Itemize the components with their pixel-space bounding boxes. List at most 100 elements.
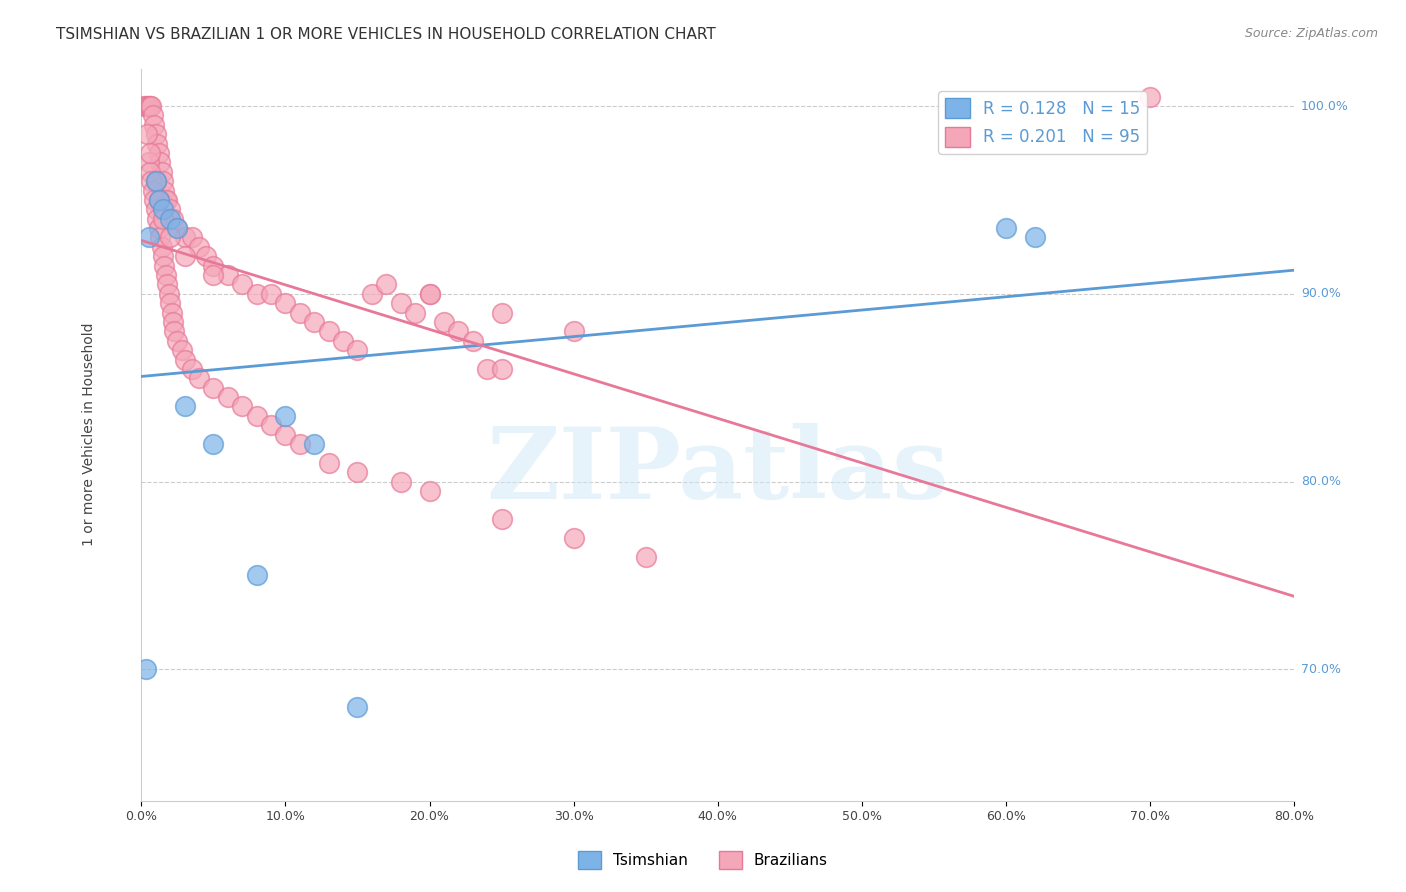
Point bbox=[246, 568, 269, 582]
Point bbox=[160, 305, 183, 319]
Point bbox=[231, 277, 253, 292]
Point bbox=[562, 531, 585, 545]
Point bbox=[634, 549, 657, 564]
Point bbox=[274, 409, 297, 423]
Point bbox=[159, 211, 181, 226]
Point bbox=[153, 184, 176, 198]
Point bbox=[148, 193, 170, 207]
Point bbox=[288, 305, 311, 319]
Point bbox=[138, 230, 160, 244]
Point bbox=[138, 99, 160, 113]
Point bbox=[148, 221, 170, 235]
Point bbox=[143, 193, 166, 207]
Text: 90.0%: 90.0% bbox=[1301, 287, 1341, 301]
Point bbox=[150, 165, 173, 179]
Point bbox=[146, 136, 169, 151]
Point bbox=[274, 296, 297, 310]
Point bbox=[139, 99, 162, 113]
Point bbox=[418, 286, 440, 301]
Point bbox=[162, 211, 184, 226]
Point bbox=[433, 315, 456, 329]
Point bbox=[173, 352, 195, 367]
Point bbox=[1139, 89, 1161, 103]
Point bbox=[332, 334, 354, 348]
Point bbox=[173, 249, 195, 263]
Legend: R = 0.128   N = 15, R = 0.201   N = 95: R = 0.128 N = 15, R = 0.201 N = 95 bbox=[938, 92, 1147, 153]
Point bbox=[217, 268, 239, 282]
Point bbox=[447, 324, 470, 338]
Point bbox=[134, 99, 156, 113]
Point bbox=[491, 512, 513, 526]
Point bbox=[346, 343, 368, 358]
Point bbox=[302, 437, 325, 451]
Point bbox=[148, 193, 170, 207]
Point bbox=[318, 456, 340, 470]
Point bbox=[202, 437, 225, 451]
Point bbox=[159, 296, 181, 310]
Point bbox=[143, 118, 166, 132]
Point bbox=[188, 371, 211, 385]
Point bbox=[375, 277, 398, 292]
Point bbox=[404, 305, 426, 319]
Text: 80.0%: 80.0% bbox=[1301, 475, 1341, 488]
Text: Source: ZipAtlas.com: Source: ZipAtlas.com bbox=[1244, 27, 1378, 40]
Point bbox=[141, 99, 163, 113]
Point bbox=[166, 221, 188, 235]
Point bbox=[475, 362, 498, 376]
Point bbox=[202, 381, 225, 395]
Point bbox=[202, 268, 225, 282]
Point bbox=[157, 286, 180, 301]
Point bbox=[318, 324, 340, 338]
Point bbox=[562, 324, 585, 338]
Point bbox=[162, 315, 184, 329]
Point bbox=[491, 362, 513, 376]
Point bbox=[418, 286, 440, 301]
Point bbox=[135, 662, 157, 676]
Point bbox=[142, 184, 165, 198]
Text: 70.0%: 70.0% bbox=[1301, 663, 1341, 676]
Point bbox=[145, 174, 167, 188]
Point bbox=[302, 315, 325, 329]
Point bbox=[231, 400, 253, 414]
Point bbox=[145, 174, 167, 188]
Point bbox=[139, 165, 162, 179]
Point bbox=[159, 230, 181, 244]
Point bbox=[141, 174, 163, 188]
Point bbox=[152, 249, 174, 263]
Point bbox=[150, 240, 173, 254]
Point bbox=[274, 427, 297, 442]
Point bbox=[346, 465, 368, 479]
Point bbox=[145, 202, 167, 217]
Point bbox=[155, 268, 177, 282]
Point bbox=[142, 108, 165, 122]
Point bbox=[346, 699, 368, 714]
Point bbox=[135, 99, 157, 113]
Point bbox=[491, 305, 513, 319]
Point bbox=[149, 155, 172, 169]
Point bbox=[260, 286, 283, 301]
Point bbox=[180, 230, 202, 244]
Point bbox=[1024, 230, 1046, 244]
Point bbox=[136, 99, 159, 113]
Point bbox=[180, 362, 202, 376]
Point bbox=[288, 437, 311, 451]
Point bbox=[389, 475, 412, 489]
Point bbox=[260, 418, 283, 433]
Text: 1 or more Vehicles in Household: 1 or more Vehicles in Household bbox=[83, 323, 97, 547]
Point bbox=[418, 483, 440, 498]
Point bbox=[202, 259, 225, 273]
Text: ZIPatlas: ZIPatlas bbox=[486, 423, 949, 520]
Point bbox=[163, 324, 186, 338]
Point bbox=[159, 202, 181, 217]
Point bbox=[148, 146, 170, 161]
Point bbox=[152, 174, 174, 188]
Point bbox=[246, 409, 269, 423]
Point bbox=[136, 127, 159, 141]
Point bbox=[146, 211, 169, 226]
Point bbox=[166, 221, 188, 235]
Point bbox=[152, 211, 174, 226]
Point bbox=[149, 230, 172, 244]
Point bbox=[461, 334, 484, 348]
Point bbox=[173, 230, 195, 244]
Point bbox=[145, 127, 167, 141]
